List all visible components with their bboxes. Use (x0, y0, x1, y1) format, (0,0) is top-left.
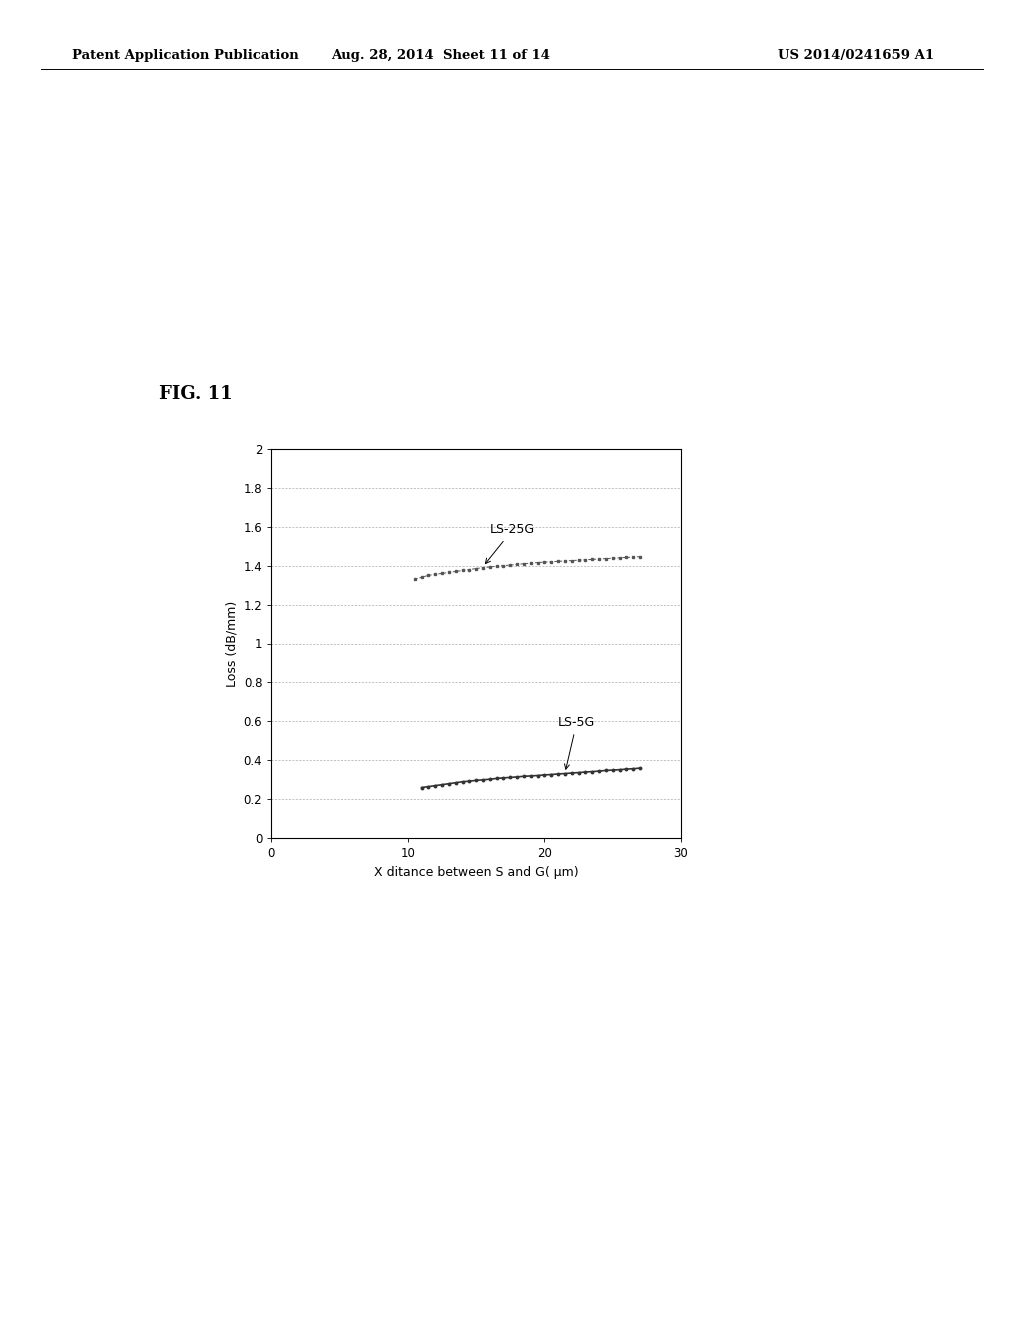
X-axis label: X ditance between S and G( μm): X ditance between S and G( μm) (374, 866, 579, 879)
Text: FIG. 11: FIG. 11 (159, 384, 232, 403)
Text: LS-5G: LS-5G (558, 717, 595, 770)
Text: Aug. 28, 2014  Sheet 11 of 14: Aug. 28, 2014 Sheet 11 of 14 (331, 49, 550, 62)
Text: LS-25G: LS-25G (485, 524, 535, 564)
Text: US 2014/0241659 A1: US 2014/0241659 A1 (778, 49, 934, 62)
Y-axis label: Loss (dB/mm): Loss (dB/mm) (225, 601, 238, 686)
Text: Patent Application Publication: Patent Application Publication (72, 49, 298, 62)
